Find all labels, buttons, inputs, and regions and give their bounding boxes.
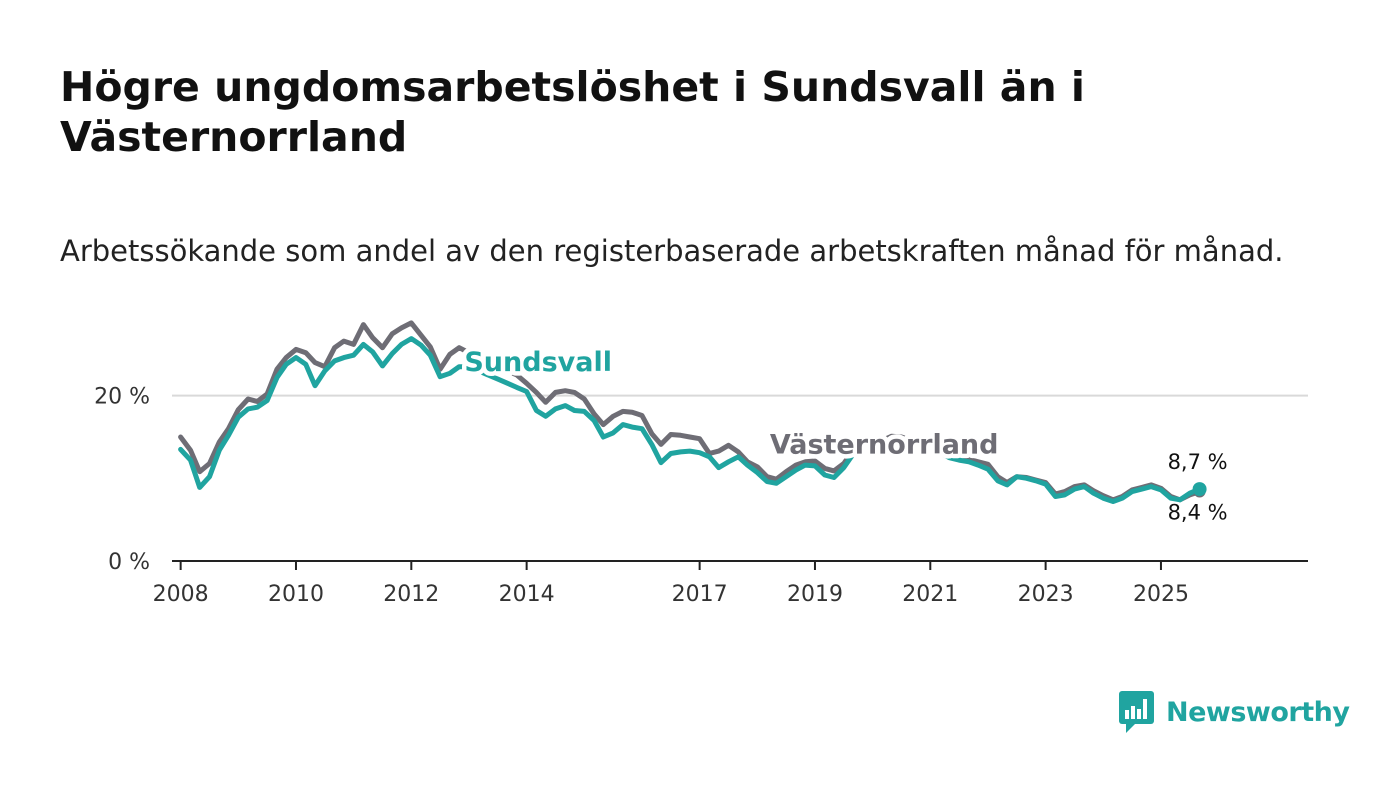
newsworthy-logo-icon (1119, 691, 1154, 733)
x-axis-ticks: 2008 2010 2012 2014 2017 2019 2021 2023 2025 (153, 560, 1308, 607)
x-tick-label: 2021 (902, 582, 958, 607)
x-tick-label: 2023 (1018, 582, 1074, 607)
chart-subtitle: Arbetssökande som andel av den registerb… (60, 234, 1284, 268)
series-line-sundsvall (178, 336, 1203, 504)
chart-title: Högre ungdomsarbetslöshet i Sundsvall än… (60, 63, 1085, 161)
x-tick-label: 2012 (383, 582, 439, 607)
y-axis-ticks: 0 % 20 % (94, 385, 150, 575)
x-tick-label: 2019 (787, 582, 843, 607)
x-tick-label: 2014 (499, 582, 555, 607)
series-labels: 8,7 % 8,4 % Sundsvall Västernorrland (460, 342, 1228, 525)
series-label-sundsvall: Sundsvall (464, 347, 612, 378)
y-tick-label: 20 % (94, 385, 150, 410)
y-tick-label: 0 % (108, 550, 150, 575)
end-point-sundsvall (1192, 482, 1207, 497)
x-tick-label: 2008 (153, 582, 209, 607)
x-tick-label: 2010 (268, 582, 324, 607)
series-label-v-sternorrland: Västernorrland (770, 430, 999, 461)
end-label-sundsvall: 8,7 % (1168, 450, 1228, 474)
series-line-v-sternorrland (178, 320, 1203, 503)
x-tick-label: 2017 (672, 582, 728, 607)
series-lines (178, 320, 1207, 504)
x-tick-label: 2025 (1133, 582, 1189, 607)
end-label-vasternorrland: 8,4 % (1168, 501, 1228, 525)
newsworthy-brand: Newsworthy (1118, 690, 1350, 734)
brand-name: Newsworthy (1166, 696, 1350, 728)
